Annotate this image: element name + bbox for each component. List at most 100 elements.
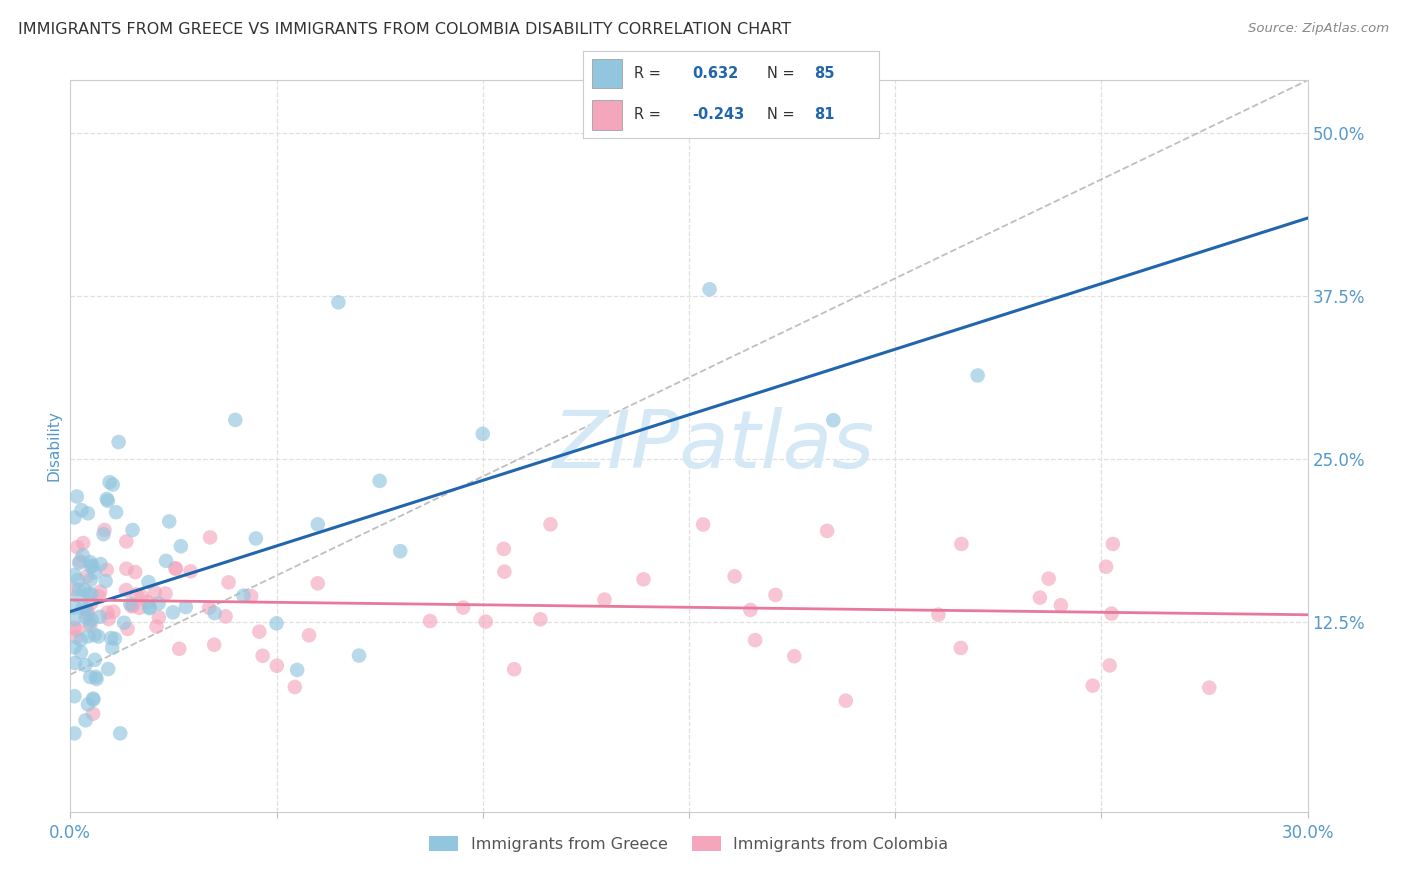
Point bbox=[86, 672, 108, 686]
Text: N =: N = bbox=[766, 107, 794, 121]
Point bbox=[112, 615, 135, 630]
Point bbox=[474, 615, 496, 629]
Point bbox=[494, 565, 516, 579]
Text: ZIPatlas: ZIPatlas bbox=[553, 407, 875, 485]
Point bbox=[1095, 559, 1118, 574]
Point bbox=[107, 435, 129, 450]
Text: 81: 81 bbox=[814, 107, 834, 121]
Point bbox=[744, 633, 766, 648]
Point bbox=[783, 649, 806, 664]
Point bbox=[103, 605, 125, 619]
Text: Source: ZipAtlas.com: Source: ZipAtlas.com bbox=[1249, 22, 1389, 36]
Point bbox=[815, 524, 838, 538]
Point bbox=[63, 621, 86, 635]
Point bbox=[105, 505, 128, 519]
Point bbox=[823, 413, 845, 427]
Point bbox=[100, 631, 122, 645]
Point bbox=[120, 597, 142, 611]
Point bbox=[1198, 681, 1220, 695]
Point bbox=[67, 556, 90, 570]
Point bbox=[699, 282, 721, 296]
Point bbox=[202, 638, 225, 652]
Point bbox=[83, 653, 105, 667]
Point bbox=[97, 493, 120, 508]
Point bbox=[284, 680, 307, 694]
Point bbox=[949, 640, 972, 655]
Point bbox=[101, 640, 124, 655]
Point bbox=[1038, 572, 1060, 586]
Point bbox=[204, 606, 226, 620]
Point bbox=[247, 624, 270, 639]
Point bbox=[73, 583, 96, 598]
Point bbox=[927, 607, 949, 622]
Point bbox=[121, 599, 143, 614]
Point bbox=[70, 645, 93, 659]
Point bbox=[79, 615, 101, 630]
Point bbox=[765, 588, 787, 602]
Point bbox=[70, 503, 93, 517]
Point bbox=[307, 517, 329, 532]
Point bbox=[165, 562, 187, 576]
Point bbox=[593, 592, 616, 607]
Point bbox=[328, 295, 350, 310]
Point bbox=[75, 714, 97, 728]
Point bbox=[540, 517, 562, 532]
Point bbox=[72, 601, 94, 615]
Y-axis label: Disability: Disability bbox=[46, 410, 62, 482]
FancyBboxPatch shape bbox=[592, 100, 621, 129]
Point bbox=[97, 662, 120, 676]
Point bbox=[79, 670, 101, 684]
Point bbox=[65, 630, 87, 644]
Point bbox=[633, 572, 655, 586]
Point bbox=[148, 610, 170, 624]
Point bbox=[67, 582, 90, 597]
Point bbox=[82, 691, 104, 706]
Point bbox=[84, 670, 107, 684]
Point bbox=[1029, 591, 1052, 605]
Point bbox=[79, 555, 101, 569]
Point bbox=[298, 628, 321, 642]
Point bbox=[72, 536, 94, 550]
Point bbox=[167, 641, 190, 656]
Point bbox=[93, 523, 115, 537]
Point bbox=[451, 600, 474, 615]
Point bbox=[198, 530, 221, 544]
Point bbox=[69, 554, 91, 568]
Point bbox=[63, 568, 86, 582]
Point bbox=[692, 517, 714, 532]
Point bbox=[63, 640, 86, 655]
Point bbox=[89, 584, 111, 599]
Point bbox=[740, 603, 762, 617]
Point bbox=[66, 573, 89, 587]
Point bbox=[155, 586, 177, 600]
Point bbox=[136, 595, 159, 609]
Point bbox=[503, 662, 526, 676]
Point bbox=[63, 582, 86, 596]
Point bbox=[252, 648, 274, 663]
Text: R =: R = bbox=[634, 107, 661, 121]
Point bbox=[72, 549, 94, 563]
Point bbox=[240, 589, 263, 603]
Point bbox=[1101, 607, 1123, 621]
FancyBboxPatch shape bbox=[592, 59, 621, 88]
Point bbox=[63, 656, 86, 670]
Point bbox=[69, 633, 91, 648]
Text: R =: R = bbox=[634, 66, 661, 80]
Point bbox=[174, 600, 197, 615]
Point bbox=[224, 413, 246, 427]
Point bbox=[79, 618, 101, 632]
Point bbox=[63, 600, 86, 615]
Point bbox=[90, 557, 112, 571]
Point bbox=[93, 527, 115, 541]
Point bbox=[87, 630, 110, 644]
Point bbox=[1102, 537, 1125, 551]
Point bbox=[419, 614, 441, 628]
Point bbox=[138, 575, 160, 590]
Text: N =: N = bbox=[766, 66, 794, 80]
Point bbox=[835, 694, 858, 708]
Point bbox=[97, 612, 120, 626]
Point bbox=[245, 532, 267, 546]
Point bbox=[67, 589, 90, 603]
Point bbox=[80, 613, 103, 627]
Point bbox=[966, 368, 988, 383]
